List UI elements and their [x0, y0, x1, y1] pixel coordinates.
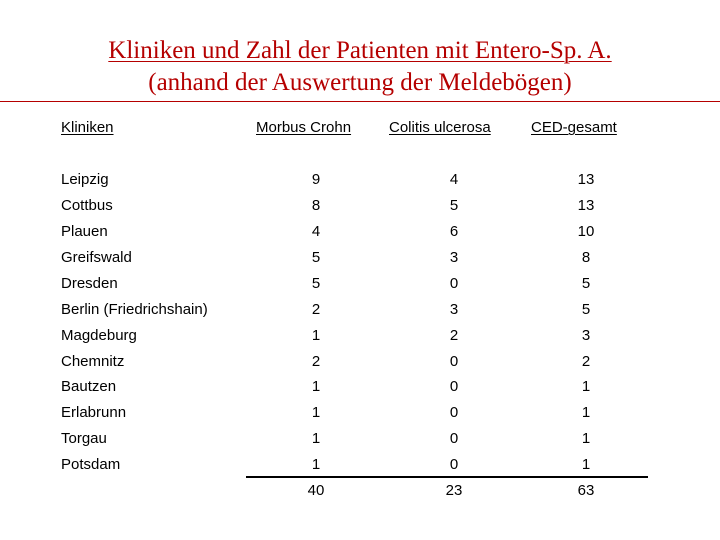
- row-colitis-ulcerosa: 0: [449, 456, 459, 473]
- row-colitis-ulcerosa: 3: [449, 249, 459, 266]
- row-ced-gesamt: 1: [581, 404, 591, 421]
- row-klinik: Chemnitz: [61, 353, 125, 370]
- row-ced-gesamt: 1: [581, 378, 591, 395]
- row-colitis-ulcerosa: 0: [449, 378, 459, 395]
- row-colitis-ulcerosa: 0: [449, 430, 459, 447]
- row-klinik: Dresden: [61, 275, 118, 292]
- row-klinik: Potsdam: [61, 456, 121, 473]
- row-colitis-ulcerosa: 6: [449, 223, 459, 240]
- row-morbus-crohn: 5: [311, 275, 321, 292]
- row-morbus-crohn: 9: [311, 171, 321, 188]
- row-colitis-ulcerosa: 0: [449, 275, 459, 292]
- row-klinik: Plauen: [61, 223, 108, 240]
- header-kliniken: Kliniken: [61, 119, 114, 136]
- row-morbus-crohn: 1: [311, 378, 321, 395]
- row-klinik: Cottbus: [61, 197, 113, 214]
- row-klinik: Bautzen: [61, 378, 117, 395]
- row-klinik: Berlin (Friedrichshain): [61, 301, 208, 318]
- slide-title: Kliniken und Zahl der Patienten mit Ente…: [0, 35, 720, 99]
- row-ced-gesamt: 10: [577, 223, 595, 240]
- row-ced-gesamt: 13: [577, 197, 595, 214]
- row-ced-gesamt: 8: [581, 249, 591, 266]
- row-klinik: Erlabrunn: [61, 404, 127, 421]
- title-line-2: (anhand der Auswertung der Meldebögen): [148, 69, 572, 96]
- row-colitis-ulcerosa: 0: [449, 404, 459, 421]
- row-klinik: Magdeburg: [61, 327, 137, 344]
- row-colitis-ulcerosa: 4: [449, 171, 459, 188]
- row-morbus-crohn: 2: [311, 301, 321, 318]
- row-ced-gesamt: 5: [581, 301, 591, 318]
- total-morbus-crohn: 40: [307, 482, 325, 499]
- row-ced-gesamt: 3: [581, 327, 591, 344]
- row-ced-gesamt: 1: [581, 456, 591, 473]
- total-colitis-ulcerosa: 23: [445, 482, 463, 499]
- header-ced-gesamt: CED-gesamt: [531, 119, 617, 136]
- row-klinik: Leipzig: [61, 171, 109, 188]
- row-morbus-crohn: 1: [311, 430, 321, 447]
- row-ced-gesamt: 5: [581, 275, 591, 292]
- row-morbus-crohn: 4: [311, 223, 321, 240]
- row-ced-gesamt: 13: [577, 171, 595, 188]
- title-divider: [0, 101, 720, 102]
- row-ced-gesamt: 2: [581, 353, 591, 370]
- row-colitis-ulcerosa: 3: [449, 301, 459, 318]
- row-morbus-crohn: 2: [311, 353, 321, 370]
- row-colitis-ulcerosa: 5: [449, 197, 459, 214]
- totals-divider: [246, 476, 648, 478]
- row-morbus-crohn: 5: [311, 249, 321, 266]
- row-morbus-crohn: 1: [311, 327, 321, 344]
- row-morbus-crohn: 1: [311, 456, 321, 473]
- row-colitis-ulcerosa: 2: [449, 327, 459, 344]
- row-morbus-crohn: 1: [311, 404, 321, 421]
- row-morbus-crohn: 8: [311, 197, 321, 214]
- title-line-1: Kliniken und Zahl der Patienten mit Ente…: [108, 37, 612, 64]
- row-klinik: Greifswald: [61, 249, 132, 266]
- total-ced-gesamt: 63: [577, 482, 595, 499]
- row-klinik: Torgau: [61, 430, 107, 447]
- row-ced-gesamt: 1: [581, 430, 591, 447]
- header-colitis-ulcerosa: Colitis ulcerosa: [389, 119, 491, 136]
- header-morbus-crohn: Morbus Crohn: [256, 119, 352, 136]
- row-colitis-ulcerosa: 0: [449, 353, 459, 370]
